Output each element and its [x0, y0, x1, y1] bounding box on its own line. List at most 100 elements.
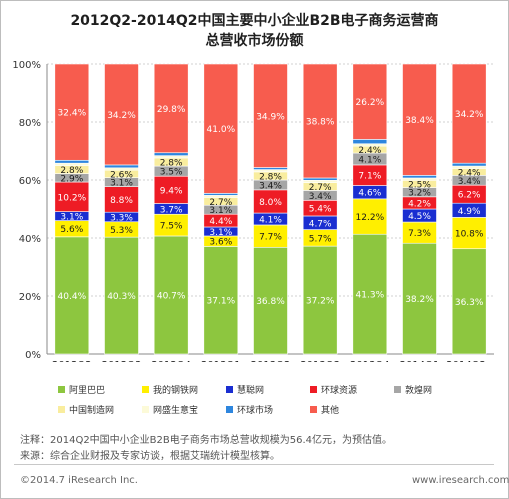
- data-label: 5.6%: [60, 225, 83, 235]
- bar-segment: [153, 152, 189, 156]
- data-label: 26.2%: [356, 98, 385, 108]
- legend-item: 环球资源: [310, 383, 357, 396]
- legend-label: 其他: [321, 406, 340, 416]
- data-label: 7.1%: [358, 172, 381, 182]
- data-label: 6.2%: [458, 191, 481, 201]
- bar-segment: [203, 193, 239, 196]
- bar-segment: [253, 246, 288, 355]
- bar-segment: [302, 245, 338, 355]
- x-tick-label: 2013Q3: [300, 360, 340, 362]
- data-label: 8.0%: [259, 198, 282, 208]
- data-label: 8.8%: [110, 196, 133, 206]
- copyright-text: ©2014.7 iResearch Inc.: [20, 475, 138, 486]
- data-label: 4.5%: [408, 212, 431, 222]
- bar-segment: [153, 175, 189, 204]
- legend-label: 敦煌网: [405, 386, 433, 396]
- data-label: 32.4%: [58, 109, 87, 119]
- y-tick-label: 0%: [25, 350, 41, 361]
- data-label: 4.2%: [408, 199, 431, 209]
- chart-title-line1: 2012Q2-2014Q2中国主要中小企业B2B电子商务运营商: [70, 13, 439, 29]
- data-label: 40.4%: [58, 292, 87, 302]
- legend-swatch: [226, 386, 233, 393]
- bar-segment: [54, 236, 90, 355]
- stacked-bar-chart: 0% 20% 40% 60% 80% 100% 40.4% 5.6% 3.1% 10.2% 2.9%…: [12, 60, 494, 362]
- bar-segment: [153, 63, 189, 154]
- legend-item: 阿里巴巴: [58, 383, 105, 396]
- data-label: 2.7%: [209, 198, 232, 208]
- data-label: 2.8%: [60, 166, 83, 176]
- legend-swatch: [310, 386, 317, 393]
- legend-item: 我的钢铁网: [142, 383, 198, 396]
- data-label: 29.8%: [157, 105, 186, 115]
- data-label: 38.2%: [405, 295, 434, 305]
- data-label: 37.2%: [306, 297, 335, 307]
- footer-divider: [14, 464, 494, 465]
- bar-segment: [451, 248, 487, 355]
- data-label: 38.4%: [405, 116, 434, 126]
- data-label: 4.1%: [259, 216, 282, 226]
- data-label: 2.8%: [160, 159, 183, 169]
- data-label: 3.1%: [209, 228, 232, 238]
- data-label: 41.0%: [207, 125, 236, 135]
- data-label: 4.6%: [358, 189, 381, 199]
- data-label: 4.4%: [209, 217, 232, 227]
- data-label: 2.4%: [358, 146, 381, 156]
- bar-segment: [253, 169, 288, 173]
- data-label: 3.6%: [209, 238, 232, 248]
- bar-segment: [352, 198, 388, 235]
- x-tick-label: 2013Q4: [350, 360, 390, 362]
- legend-item: 其他: [310, 403, 339, 416]
- legend-item: 敦煌网: [394, 383, 432, 396]
- bar-segment: [54, 162, 90, 166]
- legend-item: 中国制造网: [58, 403, 114, 416]
- legend-item: 慧聪网: [226, 383, 264, 396]
- bar-segment: [402, 177, 437, 181]
- data-label: 2.9%: [60, 174, 83, 184]
- legend-swatch: [142, 406, 149, 413]
- bar-segment: [253, 63, 288, 168]
- bar-segment: [451, 63, 487, 164]
- legend-label: 我的钢铁网: [153, 386, 199, 396]
- data-label: 3.5%: [160, 168, 183, 178]
- legend-label: 中国制造网: [69, 406, 115, 416]
- bar-segment: [402, 175, 437, 179]
- y-tick-label: 60%: [19, 176, 41, 187]
- data-label: 3.1%: [60, 213, 83, 223]
- bar-segment: [54, 63, 90, 161]
- bar-segment: [352, 233, 388, 355]
- bar-segment: [104, 63, 139, 166]
- data-label: 34.9%: [256, 112, 285, 122]
- y-tick-label: 100%: [12, 60, 41, 71]
- data-label: 3.7%: [160, 205, 183, 215]
- x-tick-label: 2014Q2e: [446, 360, 492, 362]
- data-label: 2.7%: [309, 183, 332, 193]
- data-label: 7.3%: [408, 229, 431, 239]
- data-label: 3.3%: [110, 213, 133, 223]
- data-label: 41.3%: [356, 291, 385, 301]
- data-label: 40.3%: [107, 292, 136, 302]
- data-label: 38.8%: [306, 117, 335, 127]
- legend-swatch: [310, 406, 317, 413]
- legend-swatch: [226, 406, 233, 413]
- bar-segment: [104, 164, 139, 169]
- legend-item: 网盛生意宝: [142, 403, 198, 416]
- y-tick-label: 40%: [19, 234, 41, 245]
- bar-segment: [451, 165, 487, 169]
- data-label: 2.4%: [458, 168, 481, 178]
- data-label: 3.4%: [309, 192, 332, 202]
- data-label: 4.1%: [358, 155, 381, 165]
- x-tick-label: 2012Q2: [52, 360, 92, 362]
- data-label: 5.4%: [309, 205, 332, 215]
- x-tick-label: 2012Q4: [151, 360, 191, 362]
- data-label: 5.3%: [110, 226, 133, 236]
- data-label: 3.4%: [458, 177, 481, 187]
- x-tick-label: 2013Q2: [251, 360, 291, 362]
- data-label: 10.2%: [58, 193, 87, 203]
- data-label: 3.2%: [408, 189, 431, 199]
- data-label: 36.3%: [455, 298, 484, 308]
- legend-label: 慧聪网: [237, 386, 265, 396]
- y-tick-label: 20%: [19, 292, 41, 303]
- bar-segment: [352, 143, 388, 147]
- data-label: 4.9%: [458, 207, 481, 217]
- data-label: 3.4%: [259, 181, 282, 191]
